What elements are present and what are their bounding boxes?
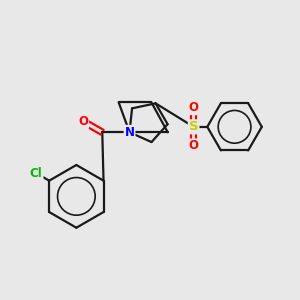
Text: Cl: Cl [30,167,43,180]
Text: O: O [189,140,199,152]
Text: S: S [189,120,198,133]
Text: N: N [124,126,134,139]
Text: O: O [189,101,199,114]
Text: O: O [78,115,88,128]
